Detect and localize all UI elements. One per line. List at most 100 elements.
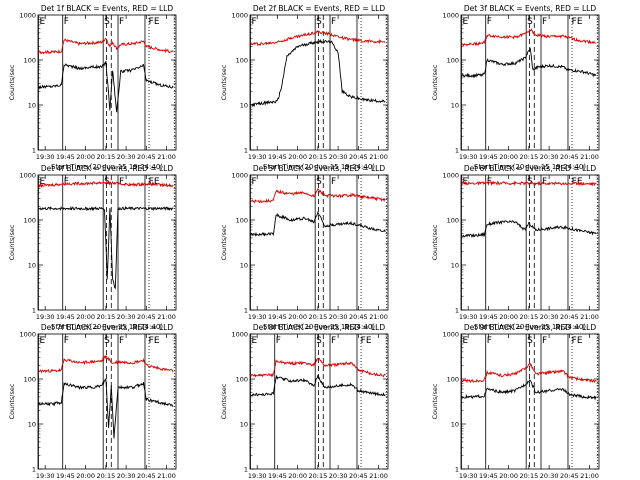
det-2-ytick-label: 10 [240, 102, 248, 110]
det-2-xtick-label: 21:00 [369, 153, 388, 161]
det-2-xlabel: Start Time (20-Jun-15 19:24:40) [263, 163, 375, 171]
det-6-xtick-label: 20:30 [540, 313, 559, 321]
det-1-xtick-label: 20:45 [137, 153, 156, 161]
det-1-marker-f: F [64, 17, 69, 27]
det-1-marker-f: F [119, 17, 124, 27]
det-3-ytick-label: 10 [451, 102, 459, 110]
det-9-frame [460, 333, 600, 470]
det-7-ytick-label: 1 [32, 466, 36, 474]
det-7-ytick-label: 100 [24, 376, 36, 384]
det-8-ytick-label: 100 [236, 376, 248, 384]
det-3-marker-s: S [527, 17, 533, 27]
det-8-ytick-label: 1000 [231, 331, 248, 339]
det-5-xtick-label: 19:30 [248, 313, 267, 321]
det-4-ytick-label: 1 [32, 307, 36, 315]
det-4-ylabel: Counts/sec [8, 224, 16, 260]
det-9-ytick-label: 1000 [442, 331, 459, 339]
det-9-xtick-label: 19:45 [479, 472, 498, 480]
det-7-marker-fe: FE [149, 336, 160, 346]
det-8-marker-f: F [331, 336, 336, 346]
det-4-xtick-label: 20:00 [76, 313, 95, 321]
det-9-marker-f: F [542, 336, 547, 346]
det-8-xtick-label: 20:45 [349, 472, 368, 480]
det-8-marker-f: F [276, 336, 281, 346]
det-5-title: Det 5f BLACK = Events, RED = LLD [253, 164, 386, 173]
det-4-ytick-label: 100 [24, 217, 36, 225]
det-6-xtick-label: 20:45 [560, 313, 579, 321]
det-7-xtick-label: 20:15 [97, 472, 116, 480]
det-5-ytick-label: 10 [240, 262, 248, 270]
det-6-xtick-label: 21:00 [580, 313, 599, 321]
det-4-xtick-label: 20:45 [137, 313, 156, 321]
det-5-xtick-label: 21:00 [369, 313, 388, 321]
det-8-marker-e: E [251, 336, 257, 346]
det-3-events-line [461, 47, 597, 79]
det-9-xtick-label: 19:30 [459, 472, 478, 480]
det-5-marker-f: F [251, 177, 256, 187]
det-8-title: Det 8f BLACK = Events, RED = LLD [253, 323, 386, 332]
det-1-xtick-label: 19:45 [56, 153, 75, 161]
det-1-xtick-label: 20:30 [117, 153, 136, 161]
det-2-title: Det 2f BLACK = Events, RED = LLD [253, 4, 386, 13]
det-8-xtick-label: 21:00 [369, 472, 388, 480]
det-6-ylabel: Counts/sec [431, 224, 439, 260]
det-4-title: Det 4f BLACK = Events, RED = LLD [41, 164, 174, 173]
det-9-marker-fe: FE [572, 336, 583, 346]
det-8-marker-fe: FE [361, 336, 372, 346]
det-9-marker-s: S [527, 336, 533, 346]
det-7-xtick-label: 20:00 [76, 472, 95, 480]
det-7-panel: Det 7f BLACK = Events, RED = LLD Counts/s… [8, 323, 177, 480]
det-5-xtick-label: 20:45 [349, 313, 368, 321]
det-5-xtick-label: 20:15 [309, 313, 328, 321]
det-7-marker-f: F [64, 336, 69, 346]
det-3-ytick-label: 1000 [442, 12, 459, 20]
det-3-panel: Det 3f BLACK = Events, RED = LLD Counts/s… [431, 4, 600, 171]
det-4-events-line [38, 205, 174, 290]
det-5-marker-s: S [316, 177, 322, 187]
det-6-frame [460, 174, 600, 311]
det-8-frame [249, 333, 389, 470]
det-4-xtick-label: 19:45 [56, 313, 75, 321]
det-7-xtick-label: 19:45 [56, 472, 75, 480]
det-5-xtick-label: 19:45 [268, 313, 287, 321]
det-8-marker-s: S [316, 336, 322, 346]
det-3-marker-fe: FE [572, 17, 583, 27]
det-2-frame [249, 14, 389, 151]
det-3-lld-line [461, 28, 597, 47]
det-7-ylabel: Counts/sec [8, 383, 16, 419]
det-6-ytick-label: 1 [455, 307, 459, 315]
det-6-xtick-label: 19:30 [459, 313, 478, 321]
det-4-xtick-label: 19:30 [36, 313, 55, 321]
det-6-ytick-label: 10 [451, 262, 459, 270]
det-3-xtick-label: 19:45 [479, 153, 498, 161]
det-4-ytick-label: 1000 [19, 172, 36, 180]
det-9-ytick-label: 1 [455, 466, 459, 474]
det-2-xtick-label: 20:45 [349, 153, 368, 161]
det-3-title: Det 3f BLACK = Events, RED = LLD [464, 4, 597, 13]
det-9-marker-e: E [462, 336, 468, 346]
det-2-xtick-label: 20:15 [309, 153, 328, 161]
det-3-xtick-label: 20:45 [560, 153, 579, 161]
det-2-marker-s: S [316, 17, 322, 27]
det-9-panel: Det 9f BLACK = Events, RED = LLD Counts/s… [431, 323, 600, 480]
det-5-ylabel: Counts/sec [220, 224, 228, 260]
det-3-ytick-label: 100 [447, 57, 459, 65]
det-8-xtick-label: 20:15 [309, 472, 328, 480]
det-1-xtick-label: 20:00 [76, 153, 95, 161]
det-6-marker-fe: FE [572, 177, 583, 187]
det-3-xtick-label: 20:15 [520, 153, 539, 161]
det-4-frame [37, 174, 177, 311]
det-4-xlabel: Start Time (20-Jun-15 19:24:40) [51, 323, 163, 331]
det-4-xtick-label: 20:15 [97, 313, 116, 321]
det-8-lld-line [249, 357, 386, 378]
det-7-title: Det 7f BLACK = Events, RED = LLD [41, 323, 174, 332]
det-7-marker-f: F [119, 336, 124, 346]
det-7-xtick-label: 19:30 [36, 472, 55, 480]
det-7-marker-e: E [39, 336, 45, 346]
det-9-xtick-label: 20:45 [560, 472, 579, 480]
det-6-xtick-label: 20:15 [520, 313, 539, 321]
det-4-ytick-label: 10 [28, 262, 36, 270]
det-6-events-line [461, 220, 597, 239]
det-6-marker-s: S [527, 177, 533, 187]
